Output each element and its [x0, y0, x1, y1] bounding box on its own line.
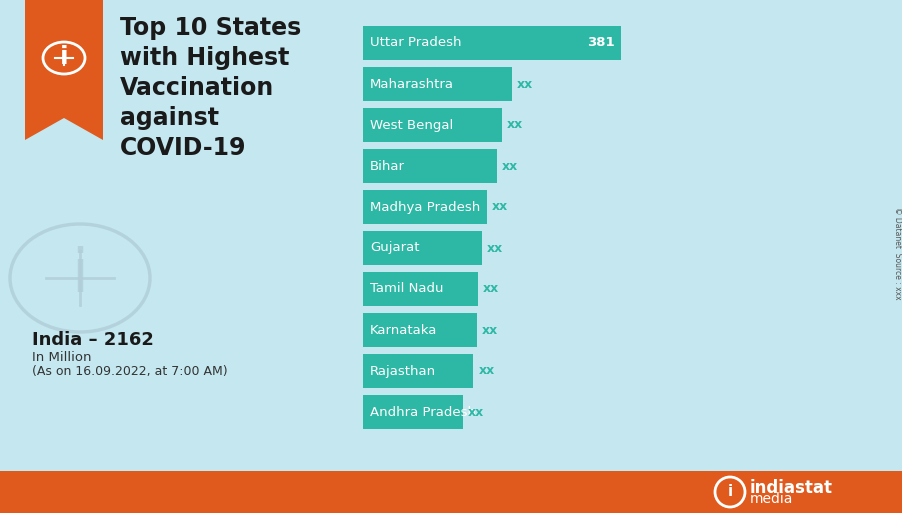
Text: West Bengal: West Bengal: [370, 119, 453, 131]
Polygon shape: [25, 0, 103, 140]
Text: against: against: [120, 106, 219, 130]
Text: xx: xx: [492, 201, 508, 213]
Text: xx: xx: [478, 365, 494, 378]
Bar: [363, 108, 502, 142]
Text: xx: xx: [502, 160, 518, 172]
Text: Bihar: Bihar: [370, 160, 405, 172]
Text: with Highest: with Highest: [120, 46, 289, 70]
Text: Vaccination: Vaccination: [120, 76, 274, 100]
Text: i: i: [727, 483, 732, 499]
Text: In Million: In Million: [32, 351, 91, 364]
Text: Top 10 States: Top 10 States: [120, 16, 301, 40]
Bar: [363, 354, 473, 388]
Text: Uttar Pradesh: Uttar Pradesh: [370, 36, 461, 49]
Bar: [363, 313, 476, 347]
Bar: [363, 231, 481, 265]
Circle shape: [714, 477, 744, 507]
Text: Rajasthan: Rajasthan: [370, 365, 436, 378]
Text: xx: xx: [506, 119, 522, 131]
Text: xx: xx: [517, 77, 533, 90]
Text: indiastat: indiastat: [750, 479, 832, 497]
Bar: [0, 471, 902, 513]
Text: xx: xx: [483, 283, 499, 295]
Bar: [363, 149, 496, 183]
Text: media: media: [750, 492, 793, 506]
Text: Maharashtra: Maharashtra: [370, 77, 454, 90]
Text: xx: xx: [482, 324, 498, 337]
Text: 381: 381: [586, 36, 614, 49]
Bar: [363, 190, 486, 224]
Text: xx: xx: [486, 242, 502, 254]
Bar: [363, 395, 463, 429]
Text: Karnataka: Karnataka: [370, 324, 437, 337]
Text: Gujarat: Gujarat: [370, 242, 419, 254]
Text: COVID-19: COVID-19: [120, 136, 246, 160]
Text: Tamil Nadu: Tamil Nadu: [370, 283, 443, 295]
Text: (As on 16.09.2022, at 7:00 AM): (As on 16.09.2022, at 7:00 AM): [32, 365, 227, 378]
Text: © Datanet  Source : xxx: © Datanet Source : xxx: [892, 207, 901, 299]
Text: xx: xx: [468, 405, 484, 419]
Bar: [363, 26, 621, 60]
Text: Andhra Pradesh: Andhra Pradesh: [370, 405, 475, 419]
Bar: [363, 272, 477, 306]
Circle shape: [714, 477, 744, 507]
Text: i: i: [60, 45, 69, 69]
Bar: [363, 67, 511, 101]
Text: i: i: [71, 247, 88, 306]
Text: India – 2162: India – 2162: [32, 331, 153, 349]
Text: Madhya Pradesh: Madhya Pradesh: [370, 201, 480, 213]
